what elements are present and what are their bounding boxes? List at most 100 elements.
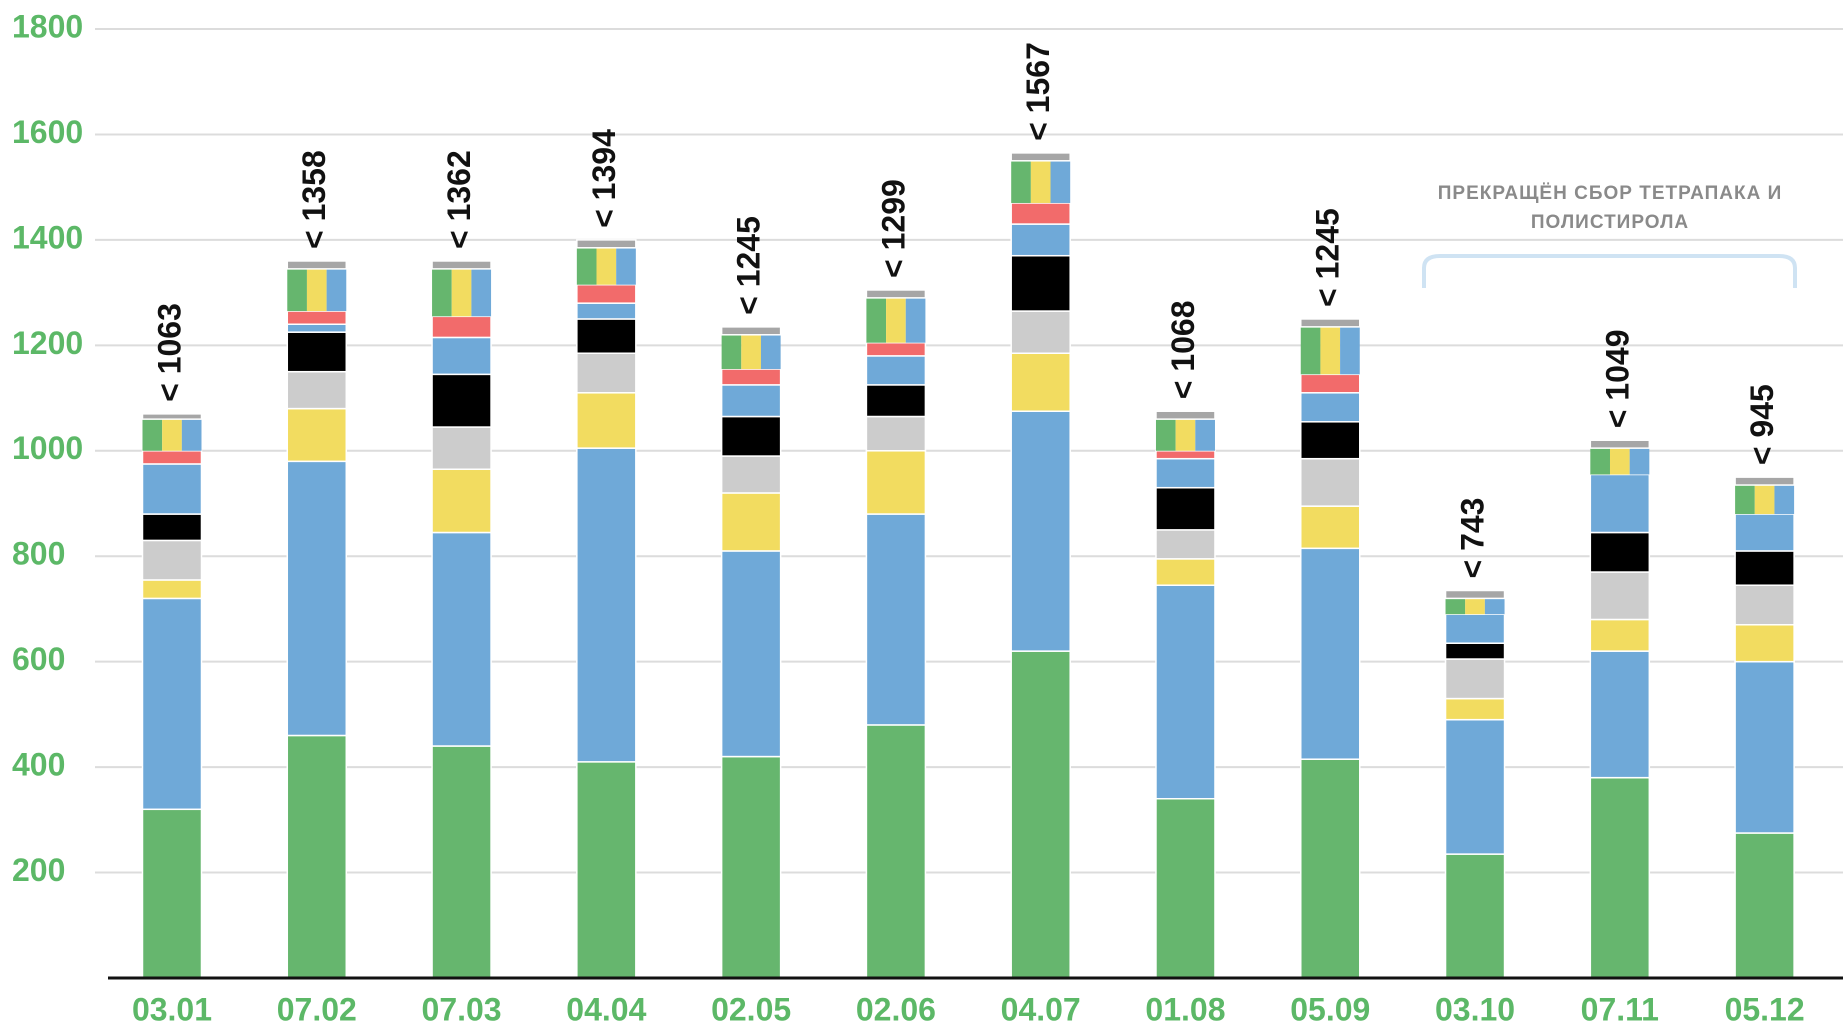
- x-tick-label: 07.02: [277, 991, 357, 1027]
- bar-segment: [865, 355, 927, 386]
- bar-segment: [1300, 457, 1361, 507]
- bar-segment: [865, 415, 927, 452]
- bar-segment: [1590, 448, 1650, 475]
- stripe: [760, 334, 781, 370]
- bar-segment: [721, 334, 781, 370]
- bar-segment: [866, 297, 926, 343]
- annotation: ПОЛИСТИРОЛА: [1531, 212, 1689, 233]
- stripe: [1011, 160, 1031, 203]
- x-tick-label: 07.03: [422, 991, 502, 1027]
- stripe: [721, 334, 742, 370]
- bar-segment: [286, 460, 348, 737]
- y-tick-label: 400: [12, 747, 65, 783]
- stripe: [905, 297, 926, 343]
- bar-segment: [1155, 486, 1216, 531]
- bar-segment: [576, 352, 637, 394]
- bar-segment: [141, 579, 203, 600]
- y-tick-label: 1800: [12, 8, 83, 44]
- bar-segment: [431, 336, 492, 376]
- bar-segment: [1444, 613, 1506, 644]
- bar-segment: [286, 331, 348, 373]
- x-tick-label: 05.09: [1290, 991, 1370, 1027]
- total-label: < 1245: [1310, 208, 1346, 307]
- bar-segment: [1155, 558, 1216, 586]
- bar-segment: [576, 247, 636, 285]
- y-tick-label: 1000: [12, 430, 83, 466]
- bar-segment: [431, 315, 492, 339]
- bar-segment: [576, 318, 637, 354]
- bar-segment: [1589, 531, 1651, 573]
- bar-segment: [865, 450, 927, 515]
- bar-segment: [1300, 547, 1361, 760]
- bar-segment: [1734, 476, 1795, 486]
- stripe: [1629, 448, 1650, 475]
- bar-segment: [576, 283, 637, 304]
- bar-segment: [1155, 450, 1216, 460]
- stripe: [1735, 485, 1755, 515]
- stripe: [576, 247, 597, 285]
- bar-segment: [141, 450, 203, 465]
- bar-segment: [720, 492, 782, 552]
- stripe: [596, 247, 617, 285]
- stripe: [162, 419, 182, 451]
- bar-segment: [1155, 457, 1216, 489]
- bar-segment: [1444, 718, 1506, 855]
- stripe: [471, 268, 492, 317]
- bar-segment: [431, 426, 492, 470]
- total-label: < 1362: [441, 150, 477, 249]
- bar-segment: [1589, 571, 1651, 621]
- bar-segment: [141, 513, 203, 542]
- bar-segment: [576, 302, 637, 320]
- bar-segment: [865, 513, 927, 726]
- bar-segment: [141, 463, 203, 515]
- x-tick-label: 02.06: [856, 991, 936, 1027]
- y-tick-label: 800: [12, 536, 65, 572]
- bracket: [1422, 254, 1797, 288]
- bar-segment: [1444, 642, 1506, 660]
- total-label: < 1063: [151, 303, 187, 402]
- bar-segment: [1445, 598, 1505, 615]
- bar-segment: [286, 323, 348, 333]
- bar-segment: [1155, 419, 1215, 451]
- stripe: [1445, 598, 1466, 615]
- stripe: [1030, 160, 1051, 203]
- bar-segment: [287, 268, 347, 312]
- stripe: [432, 268, 452, 317]
- total-label: < 1068: [1165, 300, 1201, 399]
- bar-segment: [1300, 505, 1361, 550]
- bar-segment: [1155, 410, 1216, 420]
- bar-segment: [286, 370, 348, 410]
- bar-segment: [1300, 318, 1361, 328]
- x-tick-label: 05.12: [1725, 991, 1805, 1027]
- stripe: [1340, 326, 1360, 375]
- stripe: [1320, 326, 1341, 375]
- bar-segment: [1589, 776, 1651, 979]
- stripe: [1465, 598, 1485, 615]
- stripe: [1195, 419, 1215, 451]
- bar-segment: [1010, 223, 1071, 257]
- stripe: [1050, 160, 1071, 203]
- bar-segment: [1010, 202, 1071, 225]
- bar-segment: [1300, 421, 1361, 460]
- bar-segment: [1444, 589, 1506, 600]
- bar-segment: [576, 761, 637, 979]
- bar-segment: [1589, 618, 1651, 652]
- stripe: [306, 268, 327, 312]
- bar-segment: [865, 724, 927, 979]
- annotation: ПРЕКРАЩЁН СБОР ТЕТРАПАКА И: [1438, 183, 1783, 204]
- stripe: [741, 334, 761, 370]
- bar-segment: [1300, 373, 1361, 394]
- bar-segment: [720, 415, 782, 457]
- bar-segment: [1010, 152, 1071, 162]
- bar-segment: [1010, 254, 1071, 312]
- bar-segment: [1734, 513, 1795, 552]
- total-label: < 1394: [586, 129, 622, 228]
- bar-segment: [141, 808, 203, 979]
- bar-segment: [1734, 624, 1795, 663]
- bar-segment: [865, 341, 927, 357]
- stripe: [1609, 448, 1630, 475]
- stripe: [1590, 448, 1610, 475]
- bar-segment: [576, 392, 637, 449]
- bar-segment: [576, 447, 637, 763]
